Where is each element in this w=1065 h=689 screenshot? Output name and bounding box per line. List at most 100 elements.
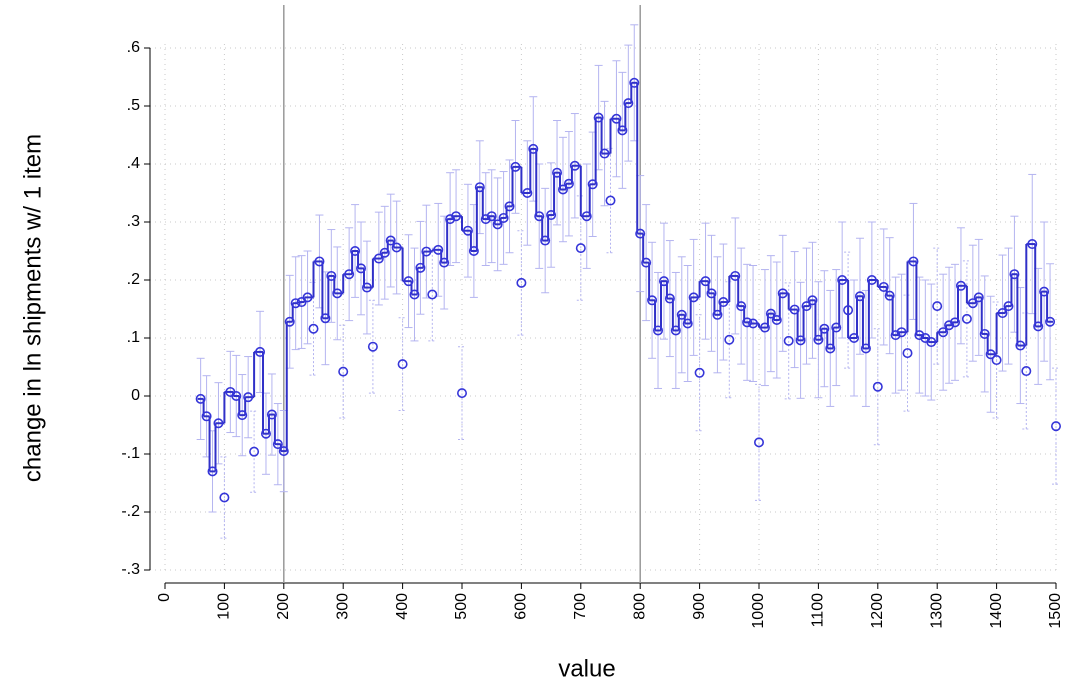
point [272, 439, 283, 450]
point [997, 308, 1008, 319]
point [231, 390, 242, 401]
point [789, 304, 800, 315]
point [658, 276, 669, 287]
point [641, 257, 652, 268]
point [783, 335, 794, 346]
x-tick-label: 900 [691, 593, 708, 620]
point [813, 334, 824, 345]
point [890, 330, 901, 341]
point [557, 184, 568, 195]
x-tick-label: 1300 [928, 593, 945, 629]
point [1021, 366, 1032, 377]
point [201, 411, 212, 422]
point [765, 308, 776, 319]
y-axis-title: change in ln shipments w/ 1 item [19, 134, 46, 482]
point [1009, 269, 1020, 280]
point [445, 214, 456, 225]
point [647, 295, 658, 306]
y-tick-label: .6 [127, 39, 140, 56]
point [985, 349, 996, 360]
point [967, 298, 978, 309]
point [1051, 421, 1062, 432]
error-bar [1052, 367, 1060, 485]
x-tick-label: 600 [513, 593, 530, 620]
point [866, 274, 877, 285]
point [599, 148, 610, 159]
point [878, 281, 889, 292]
point [872, 381, 883, 392]
point [926, 337, 937, 348]
point [367, 341, 378, 352]
x-tick-label: 1100 [810, 593, 827, 628]
point [581, 211, 592, 222]
point [605, 195, 616, 206]
point [249, 446, 260, 457]
point [498, 212, 509, 223]
error-bar [220, 456, 229, 539]
point [807, 295, 818, 306]
point [718, 297, 729, 308]
point [1003, 301, 1014, 312]
point [1033, 321, 1044, 332]
error-bar [962, 260, 971, 378]
point [961, 313, 972, 324]
point [468, 246, 479, 257]
point [623, 98, 634, 109]
x-tick-label: 1000 [750, 593, 767, 629]
point [730, 270, 741, 281]
point [991, 355, 1002, 366]
point [290, 298, 301, 309]
point [462, 225, 473, 236]
point [682, 318, 693, 329]
error-bar [250, 410, 259, 493]
point [356, 263, 367, 274]
point [979, 328, 990, 339]
point [955, 280, 966, 291]
x-tick-label: 400 [394, 593, 411, 620]
point [492, 219, 503, 230]
point [326, 270, 337, 281]
point [831, 322, 842, 333]
point [284, 316, 295, 327]
error-bar [933, 247, 942, 365]
point [748, 318, 759, 329]
x-tick-label: 100 [216, 593, 233, 620]
point [593, 112, 604, 123]
point [629, 77, 640, 88]
point [688, 292, 699, 303]
error-bar [755, 383, 763, 501]
point [1027, 239, 1038, 250]
point [653, 325, 664, 336]
point [973, 292, 984, 303]
point [314, 256, 325, 267]
point [391, 242, 402, 253]
point [825, 343, 836, 354]
point [587, 179, 598, 190]
y-tick-label: .3 [127, 213, 140, 230]
y-tick-label: .2 [127, 271, 140, 288]
point [771, 315, 782, 326]
point [617, 125, 628, 136]
point [575, 243, 586, 254]
y-tick-label: .4 [127, 155, 140, 172]
x-tick-label: 200 [275, 593, 292, 620]
x-axis-title: value [558, 655, 615, 682]
point [546, 210, 557, 221]
point [207, 466, 218, 477]
point [753, 437, 764, 448]
point [522, 188, 533, 199]
point [480, 214, 491, 225]
point [350, 246, 361, 257]
point [534, 211, 545, 222]
point [914, 330, 925, 341]
point [854, 291, 865, 302]
point [884, 290, 895, 301]
point [451, 211, 462, 222]
x-tick-label: 1500 [1047, 593, 1064, 629]
point [403, 276, 414, 287]
point [516, 277, 527, 288]
point [552, 167, 563, 178]
point [759, 322, 770, 333]
point [409, 289, 420, 300]
x-tick-label: 1200 [869, 593, 886, 629]
